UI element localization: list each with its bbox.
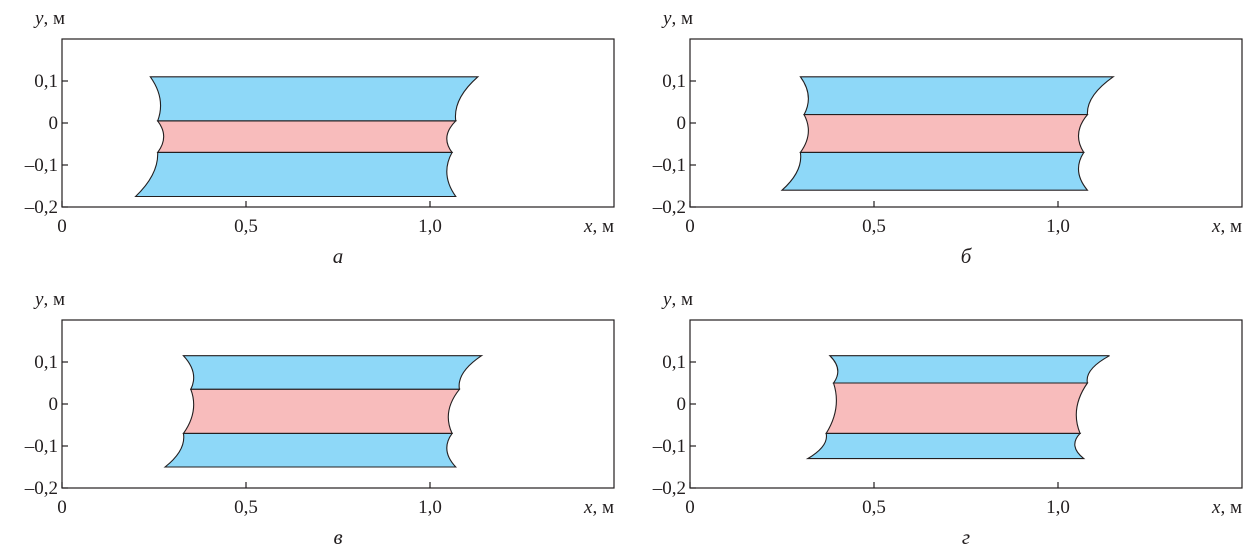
y-tick-label: 0	[49, 113, 59, 134]
x-tick-label: 1,0	[418, 497, 442, 518]
upper-region	[182, 355, 484, 390]
x-tick-label: 1,0	[418, 216, 442, 237]
lower-region	[134, 151, 457, 198]
x-tick-label: 1,0	[1046, 216, 1070, 237]
y-axis-label: y, м	[33, 8, 65, 29]
x-axis-label: x, м	[583, 216, 614, 237]
y-tick-label: –0,1	[24, 436, 58, 457]
y-tick-label: –0,1	[652, 155, 686, 176]
x-tick-label: 0,5	[862, 216, 886, 237]
y-tick-label: –0,2	[24, 478, 58, 499]
x-tick-label: 0,5	[234, 497, 258, 518]
subplot-label: б	[961, 244, 973, 268]
y-tick-label: 0	[677, 394, 687, 415]
x-tick-label: 0	[57, 497, 67, 518]
upper-region	[149, 76, 480, 122]
y-tick-label: 0,1	[662, 352, 686, 373]
y-tick-label: –0,2	[652, 478, 686, 499]
upper-region	[799, 76, 1115, 116]
lower-region	[163, 432, 458, 468]
x-tick-label: 0	[685, 216, 695, 237]
chart-panel: 0,10–0,1–0,20 0,5 1,0y, мx, мв	[24, 289, 615, 549]
x-axis-label: x, м	[1211, 497, 1242, 518]
x-tick-label: 0,5	[862, 497, 886, 518]
middle-region	[156, 120, 458, 153]
y-axis-label: y, м	[33, 289, 65, 310]
y-tick-label: –0,2	[24, 197, 58, 218]
y-tick-label: 0,1	[662, 71, 686, 92]
y-tick-label: 0	[49, 394, 59, 415]
subplot-label: в	[333, 525, 342, 549]
y-axis-label: y, м	[661, 289, 693, 310]
middle-region	[799, 114, 1089, 153]
x-tick-label: 0,5	[234, 216, 258, 237]
x-axis-label: x, м	[583, 497, 614, 518]
subplot-label: а	[333, 244, 344, 268]
chart-panel: 0,10–0,1–0,20 0,5 1,0y, мx, мг	[652, 289, 1243, 549]
chart-panel: 0,10–0,1–0,20 0,5 1,0y, мx, ма	[24, 8, 615, 268]
x-tick-label: 1,0	[1046, 497, 1070, 518]
y-tick-label: 0	[677, 113, 687, 134]
y-tick-label: –0,2	[652, 197, 686, 218]
middle-region	[825, 382, 1089, 434]
x-tick-label: 0	[57, 216, 67, 237]
upper-region	[828, 355, 1110, 384]
middle-region	[182, 388, 461, 434]
subplot-label: г	[962, 525, 970, 549]
lower-region	[805, 432, 1086, 460]
x-axis-label: x, м	[1211, 216, 1242, 237]
y-tick-label: 0,1	[34, 71, 58, 92]
y-tick-label: –0,1	[24, 155, 58, 176]
chart-panel: 0,10–0,1–0,20 0,5 1,0y, мx, мб	[652, 8, 1243, 268]
x-tick-label: 0	[685, 497, 695, 518]
y-tick-label: 0,1	[34, 352, 58, 373]
lower-region	[780, 151, 1089, 191]
y-axis-label: y, м	[661, 8, 693, 29]
y-tick-label: –0,1	[652, 436, 686, 457]
